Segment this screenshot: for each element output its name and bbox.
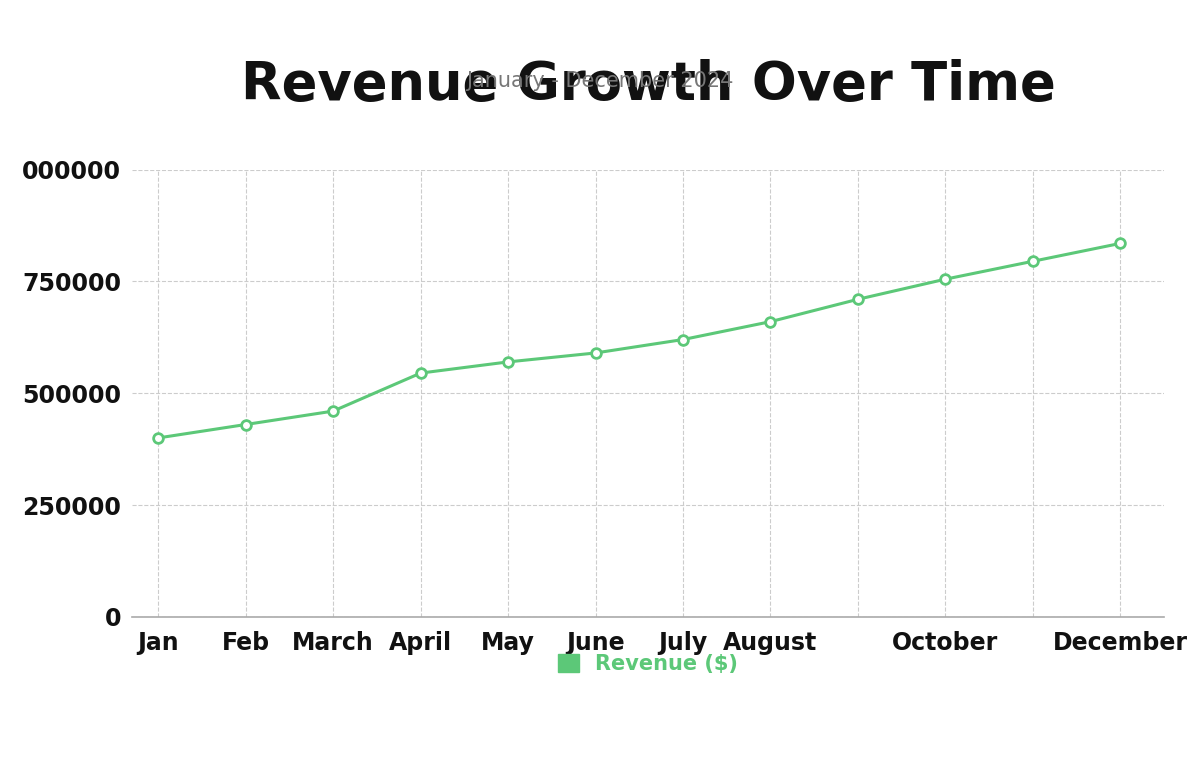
Text: January - December 2024: January - December 2024 bbox=[467, 71, 733, 91]
Title: Revenue Growth Over Time: Revenue Growth Over Time bbox=[241, 59, 1055, 111]
Legend: Revenue ($): Revenue ($) bbox=[550, 645, 746, 682]
